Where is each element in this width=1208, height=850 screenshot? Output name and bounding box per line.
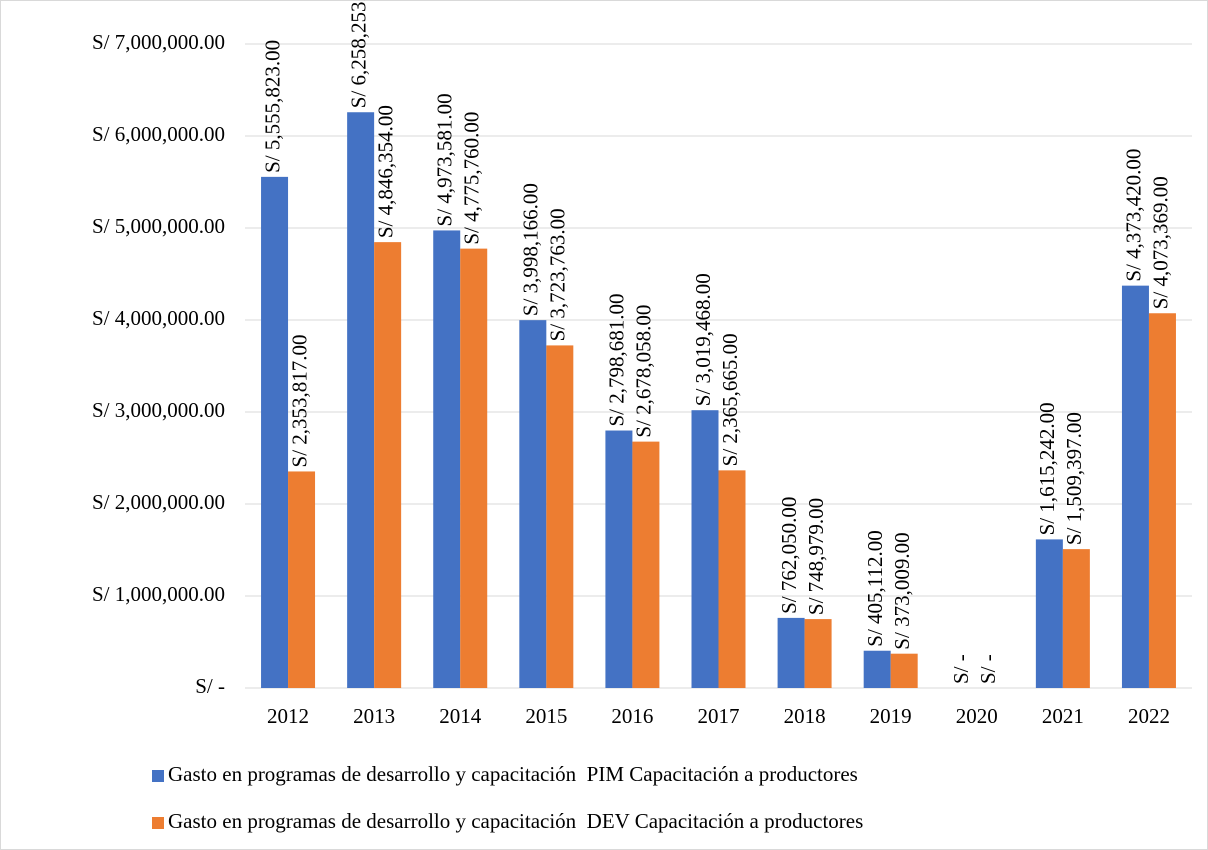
bar: [288, 471, 316, 688]
data-label: S/ 4,775,760.00: [460, 112, 484, 245]
data-label: S/ 2,798,681.00: [605, 294, 629, 427]
x-tick-label: 2014: [439, 704, 482, 728]
data-label: S/ 2,353,817.00: [287, 334, 311, 467]
y-tick-label: S/ 6,000,000.00: [92, 122, 225, 146]
bar: [1121, 285, 1149, 688]
y-tick-label: S/ -: [195, 674, 225, 698]
bar: [460, 248, 488, 689]
data-label: S/ 373,009.00: [890, 532, 914, 649]
data-label: S/ 762,050.00: [777, 497, 801, 614]
bar: [777, 617, 805, 688]
bar: [433, 230, 461, 688]
legend-label: Gasto en programas de desarrollo y capac…: [168, 762, 858, 786]
bar: [347, 112, 375, 688]
x-tick-label: 2017: [698, 704, 740, 728]
x-tick-label: 2022: [1128, 704, 1170, 728]
bar: [605, 430, 633, 688]
data-label: S/ 748,979.00: [804, 498, 828, 615]
x-tick-label: 2020: [956, 704, 998, 728]
bar: [890, 653, 918, 688]
y-tick-label: S/ 7,000,000.00: [92, 30, 225, 54]
bar: [632, 441, 660, 688]
y-tick-label: S/ 1,000,000.00: [92, 582, 225, 606]
x-tick-label: 2013: [353, 704, 395, 728]
data-label: S/ 4,973,581.00: [433, 93, 457, 226]
data-label: S/ 405,112.00: [863, 530, 887, 646]
x-tick-label: 2019: [870, 704, 912, 728]
data-label: S/ 4,073,369.00: [1148, 176, 1172, 309]
legend-swatch: [152, 817, 164, 829]
x-tick-label: 2018: [784, 704, 826, 728]
data-label: S/ -: [976, 654, 1000, 684]
data-label: S/ 4,846,354.00: [373, 105, 397, 238]
x-tick-label: 2015: [525, 704, 567, 728]
data-label: S/ 3,723,763.00: [546, 208, 570, 341]
bar: [804, 619, 832, 688]
bar: [1148, 313, 1176, 688]
y-tick-label: S/ 4,000,000.00: [92, 306, 225, 330]
bar: [519, 320, 547, 688]
data-label: S/ 3,019,468.00: [691, 273, 715, 406]
data-label: S/ -: [949, 654, 973, 684]
x-tick-label: 2012: [267, 704, 309, 728]
bar: [374, 242, 402, 688]
x-tick-label: 2021: [1042, 704, 1084, 728]
x-tick-label: 2016: [611, 704, 653, 728]
data-label: S/ 1,509,397.00: [1062, 412, 1086, 545]
bar: [691, 410, 719, 688]
y-tick-label: S/ 5,000,000.00: [92, 214, 225, 238]
data-label: S/ 5,555,823.00: [260, 40, 284, 173]
bar: [546, 345, 574, 688]
y-tick-label: S/ 2,000,000.00: [92, 490, 225, 514]
legend-label: Gasto en programas de desarrollo y capac…: [168, 809, 863, 833]
data-label: S/ 2,365,665.00: [718, 333, 742, 466]
bar: [718, 470, 746, 688]
legend-swatch: [152, 770, 164, 782]
bar: [1035, 539, 1063, 688]
bar: [1062, 549, 1090, 688]
data-label: S/ 1,615,242.00: [1035, 402, 1059, 535]
bar: [863, 650, 891, 688]
data-label: S/ 4,373,420.00: [1121, 149, 1145, 282]
data-label: S/ 2,678,058.00: [632, 305, 656, 438]
data-label: S/ 3,998,166.00: [519, 183, 543, 316]
bar: [261, 176, 289, 688]
data-label: S/ 6,258,253.00: [346, 0, 370, 108]
y-tick-label: S/ 3,000,000.00: [92, 398, 225, 422]
